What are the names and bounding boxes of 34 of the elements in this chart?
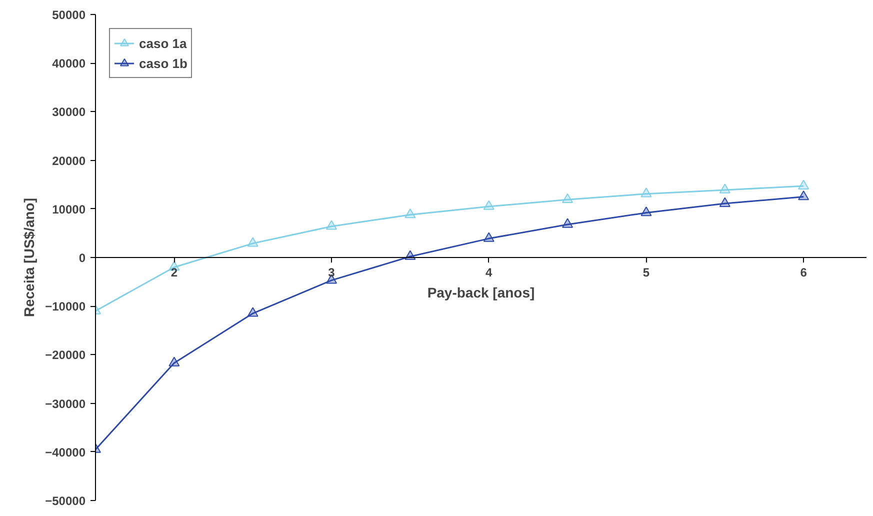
y-tick-label: −50000 bbox=[45, 494, 86, 508]
y-tick-label: 40000 bbox=[52, 56, 86, 71]
y-tick-label: 10000 bbox=[52, 202, 86, 216]
point bbox=[247, 307, 258, 317]
point bbox=[404, 208, 416, 218]
y-tick-label: 30000 bbox=[52, 105, 86, 120]
x-tick-label: 6 bbox=[800, 266, 808, 280]
x-axis-title: Pay-back [anos] bbox=[427, 284, 535, 300]
point bbox=[483, 232, 494, 242]
y-tick-label: 0 bbox=[78, 251, 86, 265]
y-tick-label: −10000 bbox=[45, 300, 86, 314]
point bbox=[640, 188, 652, 198]
legend-label: caso 1b bbox=[139, 56, 188, 70]
point bbox=[168, 356, 180, 366]
point bbox=[719, 197, 730, 207]
y-tick-label: −20000 bbox=[45, 348, 86, 362]
y-tick-label: −30000 bbox=[45, 396, 86, 411]
y-tick-label: −40000 bbox=[45, 445, 86, 460]
point bbox=[483, 200, 494, 210]
point bbox=[247, 237, 258, 247]
x-tick-label: 3 bbox=[328, 266, 336, 280]
point bbox=[798, 180, 810, 190]
y-axis-title: Receita [US$/ano] bbox=[21, 198, 38, 318]
point bbox=[719, 184, 730, 194]
point bbox=[798, 190, 810, 200]
y-tick-label: 50000 bbox=[52, 8, 86, 22]
x-tick-label: 5 bbox=[642, 266, 650, 280]
y-tick-label: 20000 bbox=[52, 154, 86, 168]
point bbox=[562, 218, 574, 228]
point bbox=[562, 193, 574, 204]
point bbox=[640, 206, 652, 216]
point bbox=[326, 220, 338, 230]
legend-label: caso 1a bbox=[139, 36, 187, 50]
x-tick-label: 4 bbox=[486, 266, 493, 280]
